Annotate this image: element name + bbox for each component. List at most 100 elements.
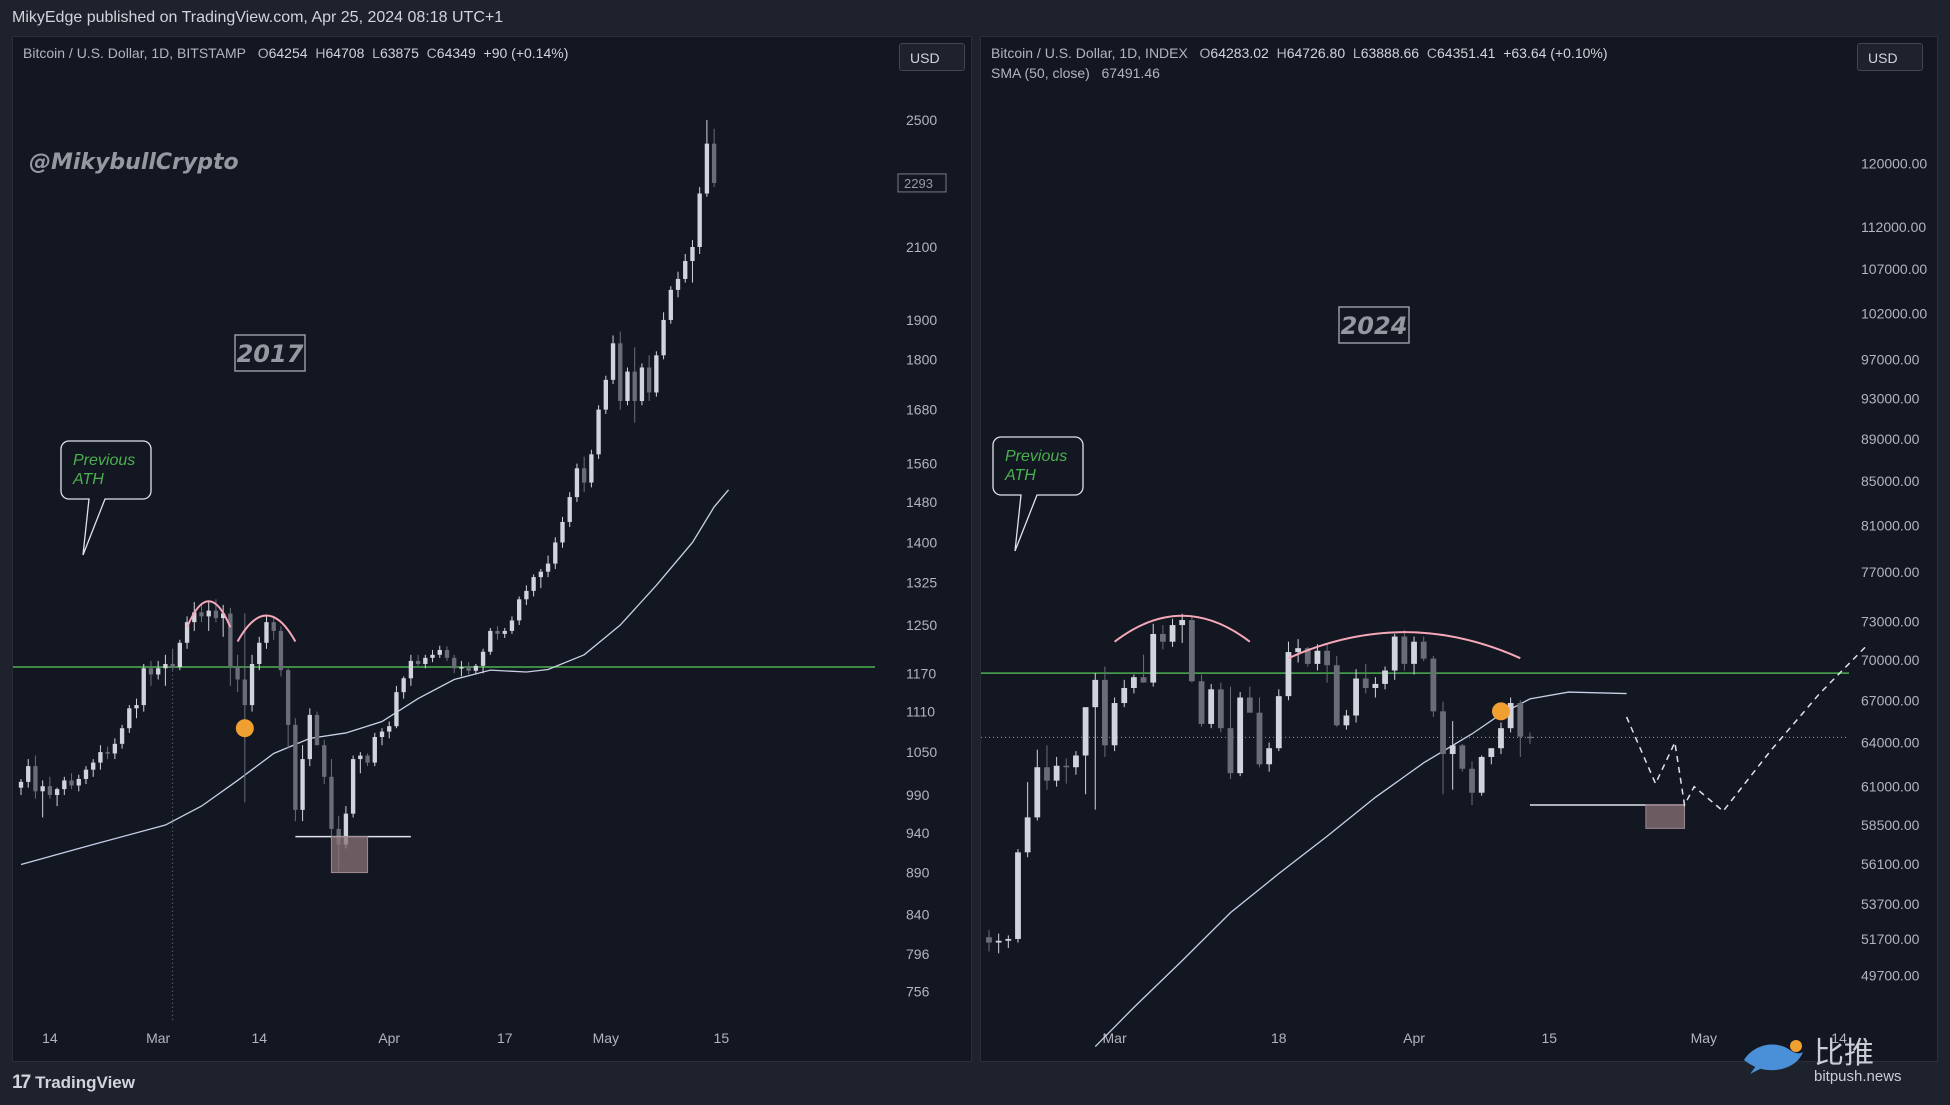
candle-body xyxy=(538,571,544,578)
y-tick-label: 1110 xyxy=(906,704,935,720)
chart-panel-2017[interactable]: 2500 2100 1900 1800 1680 1560 1480 1400 1325 1250… xyxy=(12,36,972,1062)
y-tick-label: 890 xyxy=(906,865,930,881)
candle-body xyxy=(307,714,312,760)
candle-body xyxy=(415,660,421,664)
candle-body xyxy=(379,731,385,738)
y-tick-label: 77000.00 xyxy=(1861,564,1920,580)
y-tick-label: 102000.00 xyxy=(1861,305,1927,321)
candle-body xyxy=(1488,748,1495,757)
chart-panel-2024[interactable]: 120000.00 112000.00 107000.00 102000.00 9700… xyxy=(980,36,1938,1062)
legend-2024: Bitcoin / U.S. Dollar, 1D, INDEX O64283.… xyxy=(991,45,1608,61)
candle-body xyxy=(704,143,710,194)
candle-body xyxy=(589,454,594,483)
y-tick-label: 1560 xyxy=(906,456,937,472)
bitpush-watermark: 比推 bitpush.news xyxy=(1732,1028,1932,1088)
candle-body xyxy=(444,649,450,658)
y-tick-label: 1900 xyxy=(906,312,937,328)
candle-body xyxy=(1140,677,1147,683)
candle-body xyxy=(112,743,118,754)
y-tick-label: 49700.00 xyxy=(1861,967,1920,983)
candle-body xyxy=(206,610,211,617)
ohlc-o-label: O xyxy=(257,45,269,61)
candle-body xyxy=(329,776,334,829)
candle-body xyxy=(1198,681,1205,724)
callout-bubble xyxy=(60,440,152,556)
tradingview-brand: TradingView xyxy=(35,1073,135,1092)
candle-body xyxy=(1044,767,1050,781)
candle-body xyxy=(668,289,673,320)
x-tick-label: 18 xyxy=(1271,1030,1287,1046)
ohlc-change: +90 (+0.14%) xyxy=(483,45,569,61)
currency-button[interactable]: USD xyxy=(899,43,965,71)
candle-body xyxy=(134,705,139,709)
x-tick-label: Apr xyxy=(378,1030,400,1046)
candle-body xyxy=(127,708,132,729)
ohlc-c-label: C xyxy=(426,45,437,61)
candle-body xyxy=(1449,745,1456,755)
candle-body xyxy=(1217,689,1224,729)
candle-body xyxy=(1314,650,1321,664)
top-arc xyxy=(236,614,297,642)
candle-body xyxy=(1324,650,1330,666)
candle-body xyxy=(1304,648,1311,664)
candle-body xyxy=(1478,756,1485,793)
candle-body xyxy=(1411,641,1417,664)
callout-bubble xyxy=(992,436,1084,552)
candle-body xyxy=(1169,625,1176,642)
candle-body xyxy=(603,379,608,410)
candle-body xyxy=(1275,696,1282,749)
price-tag: 2293 xyxy=(904,176,933,191)
candle-body xyxy=(1343,715,1350,726)
candle-body xyxy=(1430,658,1437,712)
chart-canvas-2017[interactable]: 2500 2100 1900 1800 1680 1560 1480 1400 1325 1250… xyxy=(13,37,972,1062)
ohlc-high: 64726.80 xyxy=(1286,45,1346,61)
author-handle: @MikybullCrypto xyxy=(29,150,239,175)
candle-body xyxy=(1459,745,1466,769)
y-tick-label: 2500 xyxy=(906,112,937,128)
candle-body xyxy=(1372,683,1379,688)
candle-body xyxy=(437,649,442,655)
y-tick-label: 85000.00 xyxy=(1861,473,1920,489)
candle-body xyxy=(697,193,702,248)
candle-body xyxy=(1121,687,1128,704)
candle-body xyxy=(995,940,1002,943)
tradingview-mark-icon: 17 xyxy=(12,1072,31,1093)
candle-body xyxy=(83,769,89,779)
candle-body xyxy=(1082,707,1089,756)
candle-body xyxy=(1469,768,1475,793)
y-tick-label: 2100 xyxy=(906,239,937,255)
footer-bar: 17 TradingView xyxy=(0,1062,1950,1105)
x-tick-label: May xyxy=(1691,1030,1717,1046)
ohlc-close: 64349 xyxy=(436,45,476,61)
candle-body xyxy=(509,620,515,631)
candle-body xyxy=(1440,711,1446,755)
ohlc-close: 64351.41 xyxy=(1437,45,1496,61)
y-tick-label: 1400 xyxy=(906,534,937,550)
y-tick-label: 58500.00 xyxy=(1861,817,1920,833)
chart-canvas-2024[interactable]: 120000.00 112000.00 107000.00 102000.00 9700… xyxy=(981,37,1938,1062)
candle-body xyxy=(1256,712,1263,765)
indicator-value: 67491.46 xyxy=(1101,65,1160,81)
currency-button[interactable]: USD xyxy=(1857,43,1923,71)
x-tick-label: 14 xyxy=(1831,1030,1847,1046)
tradingview-logo[interactable]: 17 TradingView xyxy=(12,1072,135,1094)
candle-body xyxy=(372,737,377,763)
candle-body xyxy=(119,728,125,744)
candle-body xyxy=(387,726,392,732)
candle-body xyxy=(574,468,580,498)
candle-body xyxy=(343,813,349,845)
y-tick-label: 840 xyxy=(906,907,930,923)
top-arc xyxy=(1113,614,1251,643)
candle-body xyxy=(33,766,38,792)
candle-body xyxy=(18,781,24,788)
candle-body xyxy=(1295,648,1302,653)
y-tick-label: 70000.00 xyxy=(1861,652,1920,668)
y-tick-label: 990 xyxy=(906,787,930,803)
bitpush-url: bitpush.news xyxy=(1814,1068,1902,1085)
x-tick-label: May xyxy=(593,1030,619,1046)
candle-body xyxy=(350,759,356,814)
candle-body xyxy=(285,670,291,725)
y-tick-label: 112000.00 xyxy=(1861,219,1926,235)
y-tick-label: 97000.00 xyxy=(1861,352,1920,368)
y-tick-label: 81000.00 xyxy=(1861,518,1920,534)
